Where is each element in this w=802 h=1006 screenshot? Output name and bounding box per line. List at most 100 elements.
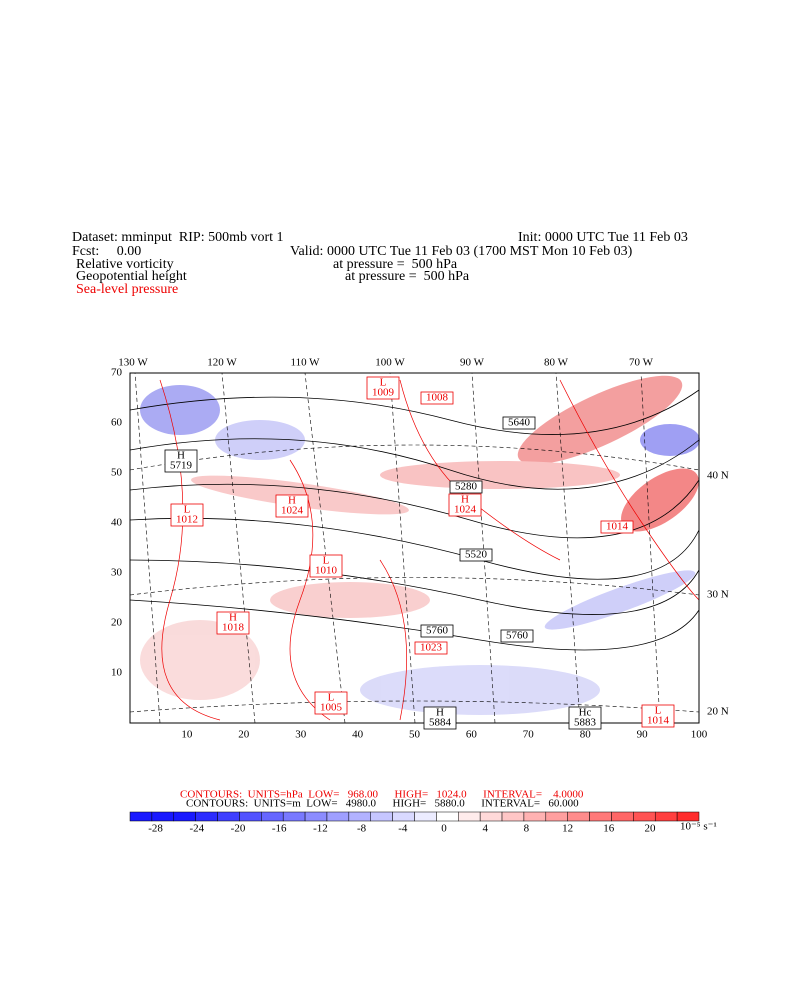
label-box — [600, 520, 634, 534]
grid-x-label: 70 — [523, 729, 535, 741]
label-box — [568, 706, 602, 730]
center-value: 1008 — [426, 392, 449, 404]
colorbar-label: 20 — [645, 823, 657, 835]
colorbar-cell — [676, 811, 700, 822]
colorbar-cell — [458, 811, 481, 822]
label-box — [216, 611, 250, 635]
center-value: 5760 — [506, 630, 529, 642]
center-value: 1005 — [320, 702, 343, 714]
colorbar-cell — [479, 811, 503, 822]
label-box — [309, 554, 343, 578]
colorbar-cell — [304, 811, 328, 822]
colorbar-cell — [239, 811, 262, 822]
grid-y-label: 50 — [111, 467, 123, 479]
grid-y-label: 20 — [111, 617, 123, 629]
longitude-label: 90 W — [460, 357, 485, 369]
grid-x-label: 10 — [181, 729, 193, 741]
lat-lon-lines — [129, 372, 700, 724]
label-box — [423, 706, 457, 730]
colorbar-cell — [217, 811, 240, 822]
grid-x-label: 20 — [238, 729, 250, 741]
colorbar-cell — [414, 811, 437, 822]
dataset: Dataset: mminput RIP: 500mb vort 1 — [72, 230, 284, 245]
colorbar-label: 8 — [524, 823, 530, 835]
longitude-label: 70 W — [629, 357, 654, 369]
grid-x-label: 80 — [580, 729, 592, 741]
colorbar-cell — [567, 811, 590, 822]
center-mark: H — [436, 707, 444, 719]
colorbar-label: -24 — [189, 823, 204, 835]
label-box — [641, 704, 675, 728]
label-box — [448, 493, 482, 517]
longitude-label: 110 W — [290, 357, 320, 369]
center-value: 1014 — [606, 521, 629, 533]
colorbar-cell — [501, 811, 525, 822]
center-value: 5884 — [429, 717, 452, 729]
colorbar-cell — [129, 811, 153, 822]
pressure-contours — [159, 379, 700, 721]
center-mark: L — [380, 377, 387, 389]
center-mark: H — [288, 495, 296, 507]
label-box — [502, 416, 536, 430]
map-border — [129, 372, 700, 724]
colorbar-label: -12 — [313, 823, 328, 835]
label-box — [414, 641, 448, 655]
grid-y-label: 60 — [111, 417, 123, 429]
center-mark: L — [323, 555, 330, 567]
grid-y-label: 70 — [111, 367, 123, 379]
colorbar-label: 12 — [562, 823, 573, 835]
longitude-label: 100 W — [375, 357, 405, 369]
longitude-label: 130 W — [118, 357, 148, 369]
center-mark: H — [461, 494, 469, 506]
grid-x-label: 40 — [352, 729, 364, 741]
latitude-label: 20 N — [707, 706, 729, 718]
label-box — [314, 691, 348, 715]
colorbar-cell — [195, 811, 218, 822]
grid-y-label: 10 — [111, 667, 123, 679]
center-value: 5719 — [170, 460, 193, 472]
grid-x-label: 90 — [637, 729, 649, 741]
colorbar-cell — [654, 811, 678, 822]
colorbar-cell — [173, 811, 196, 822]
center-value: 5640 — [508, 417, 531, 429]
center-mark: H — [177, 450, 185, 462]
center-value: 1023 — [420, 642, 443, 654]
center-mark: L — [655, 705, 662, 717]
field-name: Geopotential height — [76, 269, 187, 284]
label-box — [500, 629, 534, 643]
latitude-label: 40 N — [707, 470, 729, 482]
center-value: 1024 — [281, 505, 304, 517]
colorbar-label: -28 — [148, 823, 163, 835]
valid-time: Valid: 0000 UTC Tue 11 Feb 03 (1700 MST … — [290, 244, 633, 259]
label-box — [449, 480, 483, 494]
center-value: 1014 — [647, 715, 670, 727]
center-mark: Hc — [579, 707, 592, 719]
label-box — [366, 376, 400, 400]
colorbar-cell — [326, 811, 350, 822]
colorbar-label: 4 — [482, 823, 488, 835]
colorbar-cell — [436, 811, 459, 822]
label-box — [420, 391, 454, 405]
colorbar-label: -16 — [272, 823, 287, 835]
grid-x-label: 100 — [691, 729, 708, 741]
label-box — [170, 503, 204, 527]
center-value: 1024 — [454, 504, 477, 516]
colorbar-cell — [633, 811, 656, 822]
colorbar-cell — [261, 811, 284, 822]
label-box — [164, 449, 198, 473]
field-name: Relative vorticity — [76, 257, 174, 272]
grid-x-label: 50 — [409, 729, 421, 741]
colorbar-cell — [282, 811, 306, 822]
center-value: 1018 — [222, 622, 245, 634]
center-value: 1010 — [315, 565, 338, 577]
center-value: 5520 — [465, 549, 488, 561]
forecast-time: Fcst: 0.00 — [72, 244, 141, 259]
center-mark: L — [328, 692, 335, 704]
longitude-label: 120 W — [207, 357, 237, 369]
center-mark: L — [184, 504, 191, 516]
grid-x-label: 60 — [466, 729, 478, 741]
label-box — [420, 624, 454, 638]
center-value: 1012 — [176, 514, 198, 526]
grid-y-label: 30 — [111, 567, 123, 579]
